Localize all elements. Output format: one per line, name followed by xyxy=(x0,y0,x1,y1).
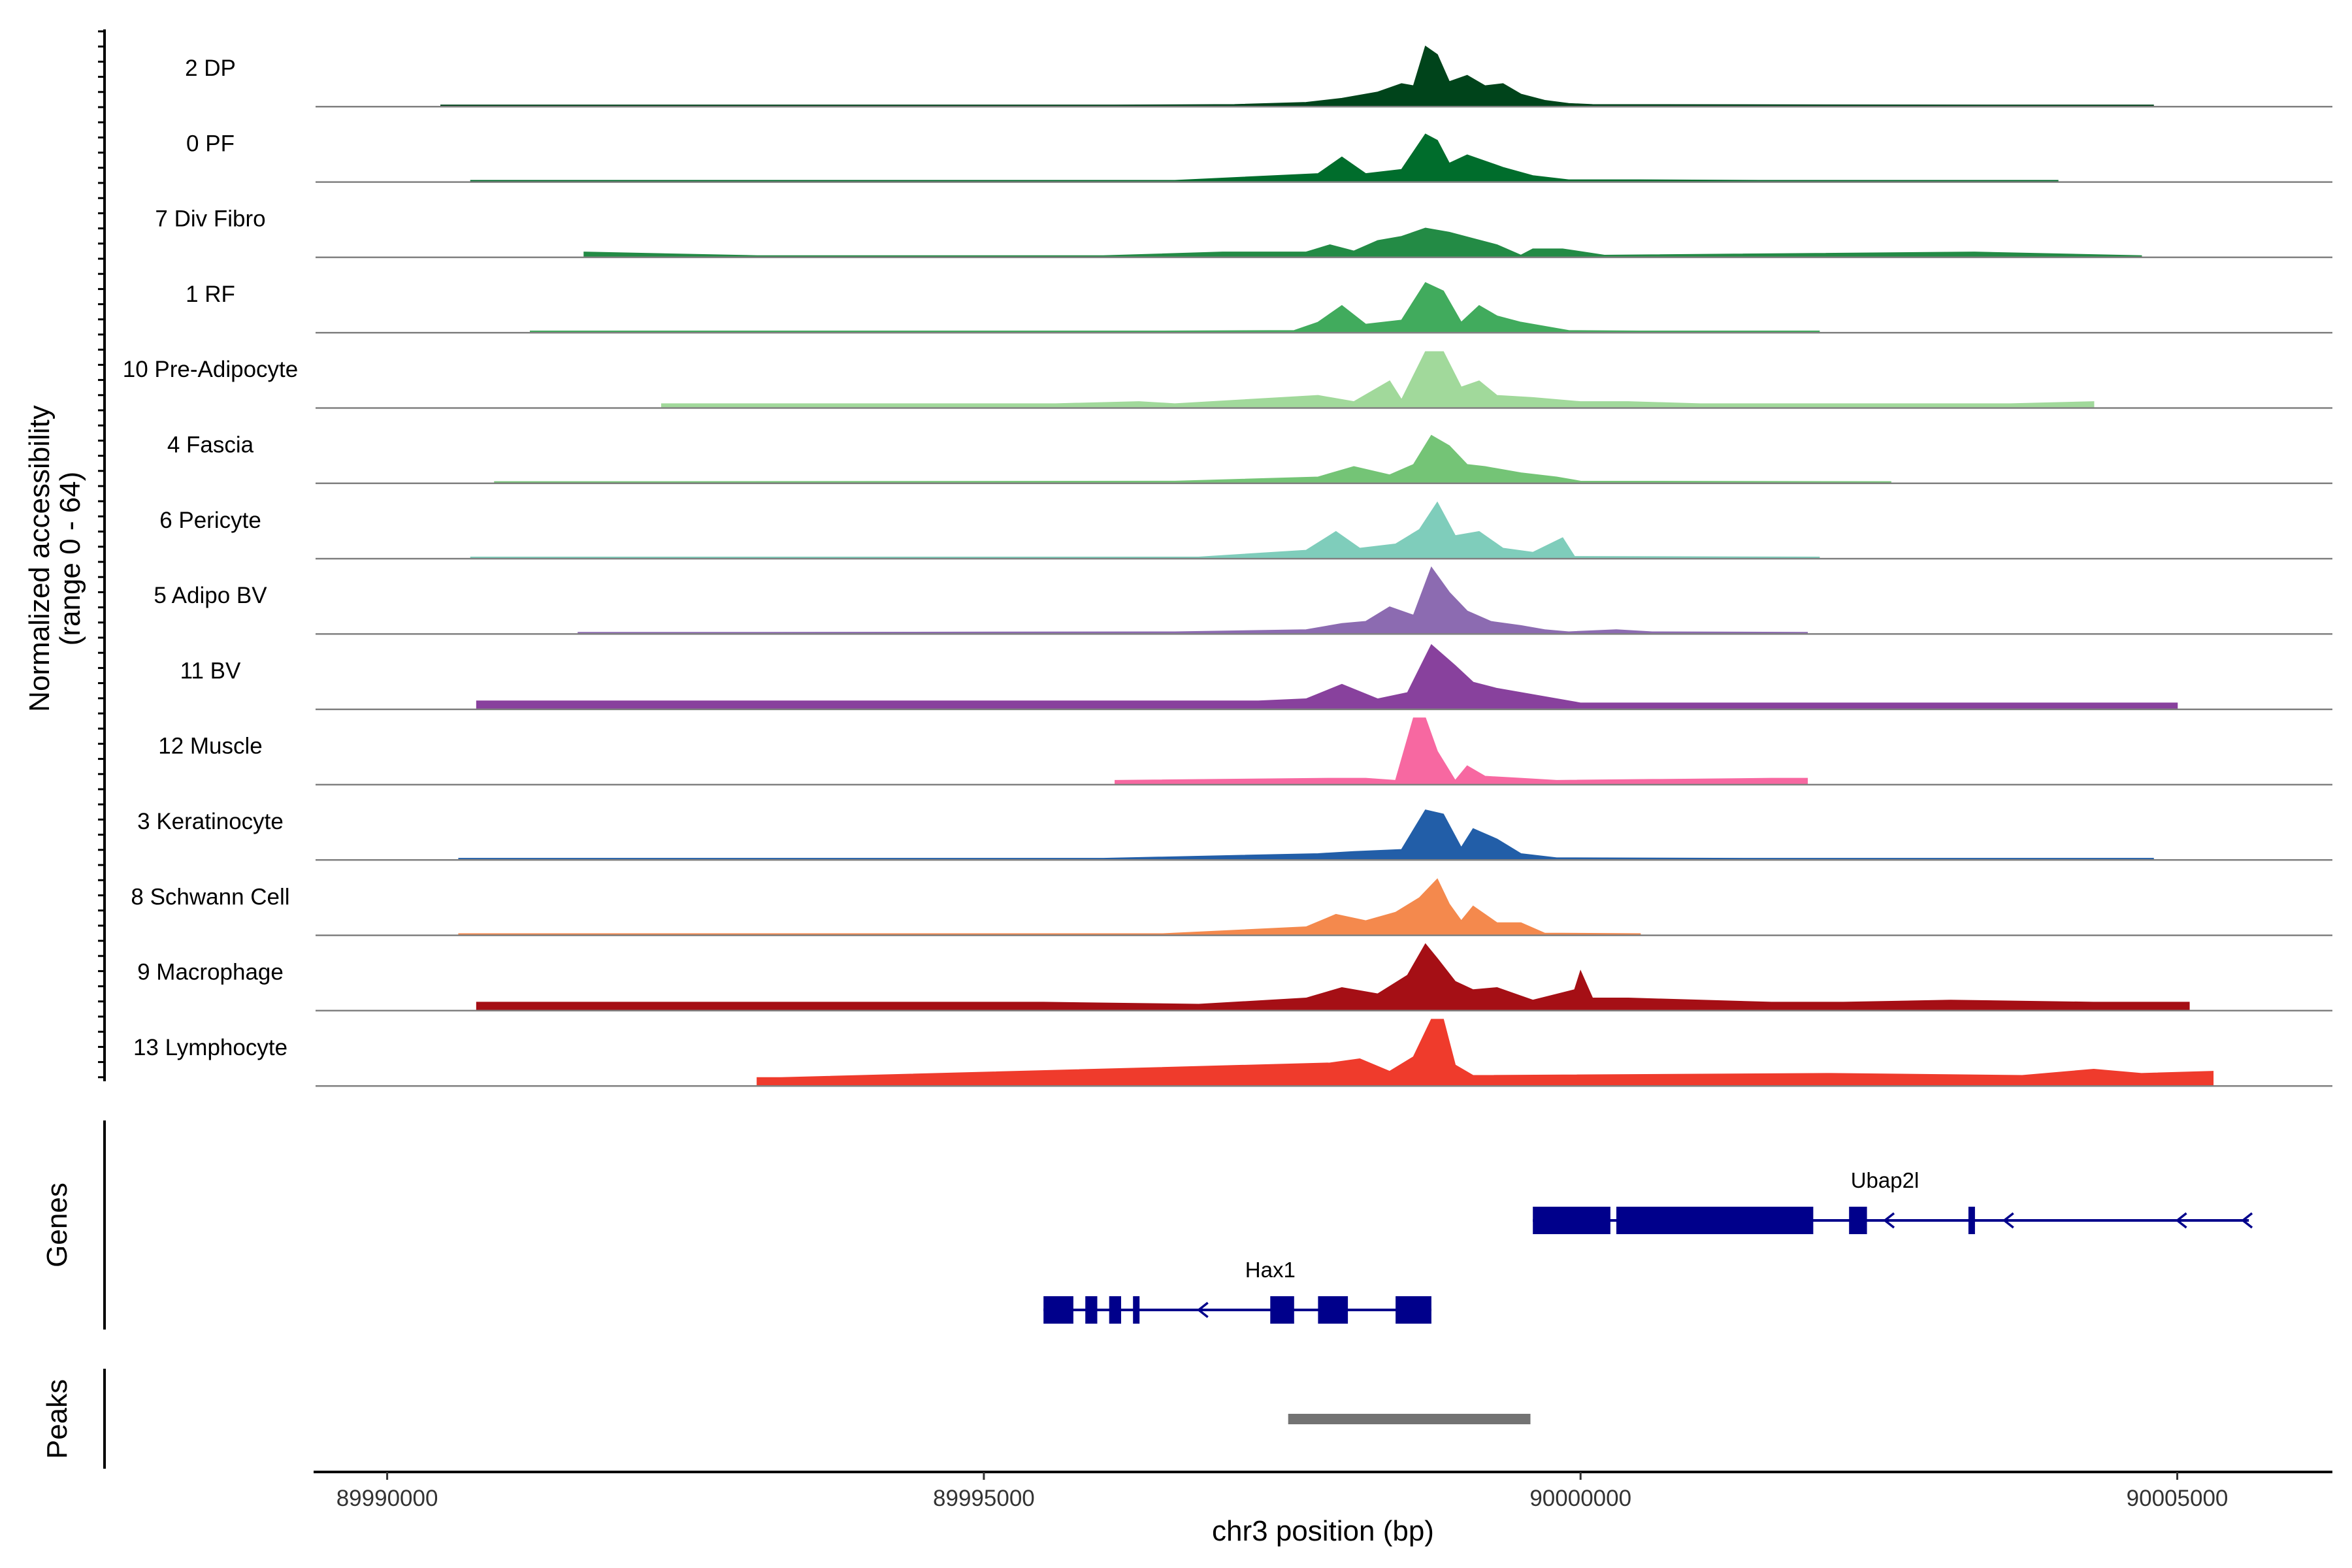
y-axis-title: Normalized accessibility xyxy=(24,405,56,711)
y-axis-range: (range 0 - 64) xyxy=(54,472,86,646)
gene: Ubap2l xyxy=(1533,1168,2253,1234)
track: 2 DP xyxy=(185,45,2332,108)
track: 8 Schwann Cell xyxy=(131,878,2332,936)
accessibility-y-ticks xyxy=(98,30,105,1079)
x-axis-title: chr3 position (bp) xyxy=(1212,1515,1434,1547)
x-axis-ticks: 89990000 89995000 90000000 90005000 xyxy=(336,1472,2229,1511)
track: 3 Keratinocyte xyxy=(137,809,2332,861)
coverage-tracks: 2 DP 0 PF 7 Div Fibro 1 RF 10 Pre-Adipocyte 4… xyxy=(123,45,2332,1087)
gene-exon xyxy=(1968,1207,1975,1234)
track-label: 4 Fascia xyxy=(167,433,254,458)
track-label: 8 Schwann Cell xyxy=(131,884,289,909)
track-label: 1 RF xyxy=(186,282,235,307)
strand-arrow xyxy=(1196,1301,1209,1318)
coverage-area xyxy=(757,1019,2214,1086)
track: 13 Lymphocyte xyxy=(133,1019,2332,1087)
peak-region xyxy=(1288,1414,1531,1424)
coverage-area xyxy=(494,434,1891,484)
coverage-area xyxy=(583,227,2142,258)
strand-arrow xyxy=(2241,1212,2253,1229)
track: 7 Div Fibro xyxy=(155,206,2332,259)
track-label: 7 Div Fibro xyxy=(155,206,265,232)
track: 4 Fascia xyxy=(167,433,2332,485)
coverage-area xyxy=(530,282,1820,333)
coverage-area xyxy=(458,878,1641,936)
coverage-area xyxy=(661,351,2095,409)
track-label: 12 Muscle xyxy=(158,734,263,759)
gene-exon xyxy=(1318,1296,1348,1324)
gene-exon xyxy=(1109,1296,1121,1324)
gene-exon xyxy=(1270,1296,1294,1324)
gene-exon xyxy=(1849,1207,1867,1234)
peak-track xyxy=(1288,1414,1531,1424)
peaks-axis-title: Peaks xyxy=(41,1379,73,1459)
gene-exon xyxy=(1801,1207,1808,1234)
track-label: 0 PF xyxy=(186,131,235,156)
coverage-area xyxy=(458,809,2154,861)
track: 12 Muscle xyxy=(158,717,2332,786)
track-label: 13 Lymphocyte xyxy=(133,1035,287,1060)
coverage-area xyxy=(476,644,2178,710)
gene-exon xyxy=(1085,1296,1098,1324)
gene-exon xyxy=(1616,1207,1814,1234)
coverage-area xyxy=(470,133,2059,183)
track-label: 5 Adipo BV xyxy=(154,583,267,608)
coverage-area xyxy=(440,45,2154,108)
x-tick-label: 89990000 xyxy=(336,1486,438,1511)
track: 10 Pre-Adipocyte xyxy=(123,351,2332,409)
track: 9 Macrophage xyxy=(137,943,2332,1012)
x-tick-label: 90005000 xyxy=(2127,1486,2229,1511)
genes-axis-title: Genes xyxy=(41,1183,73,1267)
strand-arrow xyxy=(1399,1301,1412,1318)
track-label: 9 Macrophage xyxy=(137,960,284,985)
gene-exon xyxy=(1533,1207,1610,1234)
strand-arrow xyxy=(2002,1212,2014,1229)
x-tick-label: 90000000 xyxy=(1529,1486,1631,1511)
gene-name-label: Ubap2l xyxy=(1851,1168,1919,1192)
track-label: 2 DP xyxy=(185,56,236,81)
track-label: 3 Keratinocyte xyxy=(137,809,284,834)
strand-arrow xyxy=(1883,1212,1895,1229)
gene-exon xyxy=(1133,1296,1140,1324)
gene: Hax1 xyxy=(1043,1258,1431,1324)
gene-track: Ubap2l Hax1 xyxy=(1043,1168,2253,1324)
track: 1 RF xyxy=(186,282,2332,334)
strand-arrow xyxy=(2175,1212,2187,1229)
x-tick-label: 89995000 xyxy=(933,1486,1035,1511)
track: 5 Adipo BV xyxy=(154,566,2332,635)
strand-arrow xyxy=(1733,1212,1746,1229)
track: 0 PF xyxy=(186,131,2332,183)
gene-exon xyxy=(1043,1296,1073,1324)
coverage-area xyxy=(1115,717,1808,785)
coverage-area xyxy=(578,566,1808,635)
gene-name-label: Hax1 xyxy=(1245,1258,1296,1282)
coverage-area xyxy=(476,943,2190,1011)
track: 11 BV xyxy=(180,644,2332,710)
track-label: 10 Pre-Adipocyte xyxy=(123,357,298,382)
track: 6 Pericyte xyxy=(159,501,2332,560)
coverage-area xyxy=(470,501,1820,559)
track-label: 11 BV xyxy=(180,658,241,683)
track-label: 6 Pericyte xyxy=(159,508,261,533)
